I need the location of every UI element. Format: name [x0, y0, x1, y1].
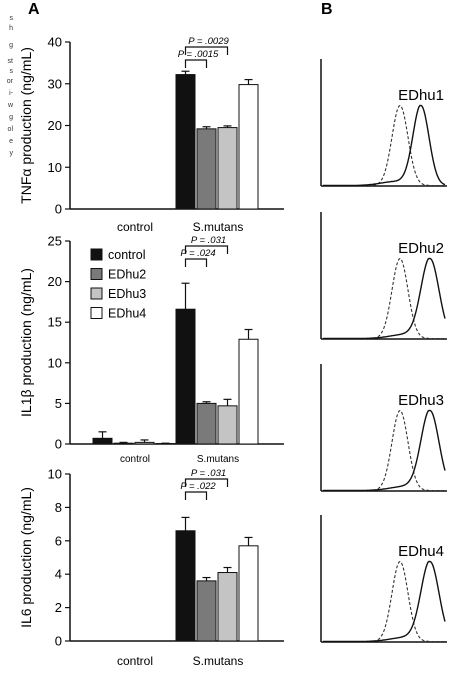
bar: [196, 402, 217, 445]
panel-label-a: A: [28, 1, 40, 18]
x-category-label: control: [117, 654, 153, 668]
margin-fragment: g: [9, 114, 13, 121]
histogram-panel: EDhu4: [320, 515, 447, 643]
margin-fragment: w: [7, 102, 14, 109]
p-value-label: P = .022: [180, 481, 216, 492]
significance-bracket: [184, 59, 208, 68]
margin-fragment: or: [7, 78, 14, 85]
margin-fragment: ol: [8, 126, 14, 133]
flow-histograms: EDhu1 EDhu2 EDhu3 EDhu4: [320, 59, 447, 643]
x-category-label: control: [117, 220, 153, 234]
margin-fragment: st: [8, 58, 14, 65]
y-tick-label: 6: [55, 533, 62, 548]
y-tick-label: 25: [48, 234, 62, 249]
margin-fragment: s: [10, 15, 14, 22]
isotype-histogram-line: [323, 560, 445, 643]
histogram-panel: EDhu3: [320, 364, 447, 492]
y-tick-label: 40: [48, 35, 62, 50]
y-tick-label: 0: [55, 634, 62, 649]
p-value-label: P = .0015: [178, 49, 219, 60]
significance-bracket: [184, 491, 208, 500]
legend-swatch: [90, 248, 103, 261]
y-tick-label: 30: [48, 76, 62, 91]
histogram-label: EDhu1: [398, 87, 444, 104]
bar: [217, 405, 238, 445]
significance-bracket: [184, 245, 229, 254]
legend-label: EDhu4: [108, 307, 146, 321]
bar: [238, 84, 259, 210]
margin-fragment: h: [9, 25, 13, 32]
isotype-histogram-line: [323, 409, 445, 492]
y-tick-label: 15: [48, 315, 62, 330]
bar: [196, 128, 217, 210]
y-tick-label: 20: [48, 274, 62, 289]
x-category-label: S.mutans: [193, 654, 244, 668]
bar: [238, 338, 259, 445]
isotype-histogram-line: [323, 104, 445, 187]
y-axis-title: IL1β production (ng/mL): [18, 268, 34, 417]
significance-bracket: [184, 478, 229, 487]
bar-chart-panel: 0 5 10 15 20 25 IL1β production (ng/mL) control…: [18, 234, 284, 465]
staining-histogram-line: [323, 257, 446, 340]
bar: [217, 127, 238, 210]
legend-label: control: [108, 248, 146, 262]
legend-label: EDhu2: [108, 268, 146, 282]
staining-histogram-line: [323, 560, 446, 643]
legend-swatch: [90, 287, 103, 300]
bar: [92, 437, 113, 445]
bar: [175, 74, 196, 210]
margin-fragment: i-: [9, 90, 14, 97]
bar: [217, 572, 238, 642]
isotype-histogram-line: [323, 257, 445, 340]
bar: [175, 308, 196, 445]
x-category-label: S.mutans: [193, 220, 244, 234]
margin-fragment: s: [10, 68, 14, 75]
p-value-label: P = .031: [191, 468, 226, 479]
y-tick-label: 0: [55, 202, 62, 217]
histogram-panel: EDhu1: [320, 59, 447, 187]
x-category-label: control: [120, 454, 150, 465]
y-tick-label: 4: [55, 567, 62, 582]
p-value-label: P = .031: [191, 235, 226, 246]
histogram-label: EDhu2: [398, 240, 444, 257]
margin-fragment: e: [9, 138, 13, 145]
legend: control EDhu2 EDhu3 EDhu4: [86, 244, 168, 328]
legend-swatch: [90, 307, 103, 319]
bar: [134, 441, 155, 445]
x-category-label: S.mutans: [197, 454, 239, 465]
staining-histogram-line: [323, 104, 446, 187]
bar: [113, 442, 134, 445]
significance-bracket: [184, 258, 208, 267]
y-tick-label: 10: [48, 467, 62, 482]
bar: [175, 530, 196, 642]
margin-caption: s h g st s or i- w g ol e y: [7, 15, 14, 157]
margin-fragment: g: [9, 42, 13, 49]
y-tick-label: 2: [55, 600, 62, 615]
bar-chart-panel: 0 2 4 6 8 10 IL6 production (ng/mL) control S.mu…: [18, 467, 284, 668]
p-value-label: P = .024: [180, 248, 215, 259]
y-tick-label: 10: [48, 160, 62, 175]
y-tick-label: 20: [48, 118, 62, 133]
staining-histogram-line: [323, 409, 446, 492]
y-tick-label: 8: [55, 500, 62, 515]
significance-bracket: [184, 46, 229, 55]
legend-swatch: [90, 268, 103, 280]
panel-label-b: B: [321, 1, 333, 18]
y-axis-title: IL6 production (ng/mL): [18, 487, 34, 628]
bar-chart-panel: 0 10 20 30 40 TNFα production (ng/mL) control S…: [18, 35, 284, 234]
histogram-label: EDhu4: [398, 543, 444, 560]
bar: [196, 580, 217, 642]
bar: [238, 545, 259, 642]
margin-fragment: y: [10, 150, 14, 157]
y-tick-label: 5: [55, 396, 62, 411]
y-axis-title: TNFα production (ng/mL): [18, 47, 34, 204]
y-tick-label: 10: [48, 355, 62, 370]
histogram-label: EDhu3: [398, 392, 444, 409]
y-tick-label: 0: [55, 437, 62, 452]
p-value-label: P = .0029: [188, 36, 229, 47]
histogram-panel: EDhu2: [320, 212, 447, 340]
legend-label: EDhu3: [108, 287, 146, 301]
